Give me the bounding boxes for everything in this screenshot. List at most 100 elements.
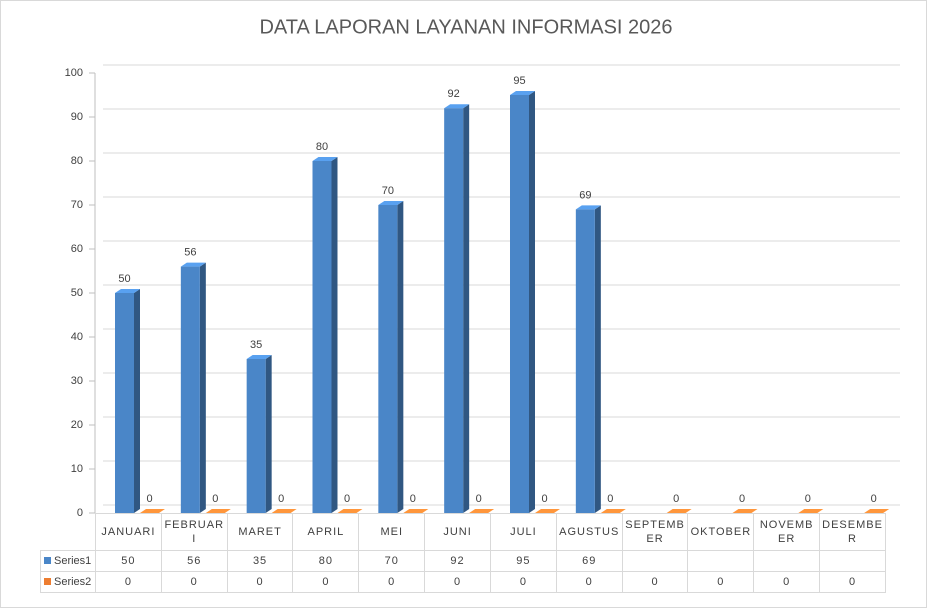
table-cell: 0 (687, 571, 755, 593)
table-cell (753, 550, 821, 572)
x-tick-label: JUNI (424, 513, 491, 551)
y-tick-label: 80 (71, 155, 83, 167)
bar-side (463, 104, 470, 513)
data-label: 0 (278, 493, 284, 505)
chart-title: DATA LAPORAN LAYANAN INFORMASI 2026 (259, 16, 672, 38)
data-label: 95 (513, 75, 525, 87)
data-label: 0 (541, 493, 547, 505)
legend-label: Series1 (54, 555, 92, 567)
table-cell: 0 (489, 571, 557, 593)
y-tick-label: 60 (71, 243, 83, 255)
bar-top (140, 509, 165, 513)
bar-side (397, 201, 404, 513)
table-cell: 0 (424, 571, 491, 593)
bar (312, 161, 332, 513)
table-cell: 0 (753, 571, 821, 593)
table-cell: 0 (621, 571, 689, 593)
data-label: 0 (476, 493, 482, 505)
bar-side (199, 262, 206, 513)
table-row: Series2 0 0 0 0 0 0 0 0 0 0 0 0 (40, 571, 886, 593)
data-label: 92 (448, 88, 460, 100)
bar-side (134, 289, 140, 513)
x-tick-label: FEBRUARI (160, 513, 228, 551)
bar-top (246, 355, 272, 359)
bar (115, 293, 134, 513)
x-tick-label: APRIL (292, 513, 360, 551)
bar-top (666, 509, 692, 513)
x-tick-label: JULI (489, 513, 557, 551)
bar-side (529, 91, 535, 513)
table-cell: 80 (292, 550, 360, 572)
legend-entry: Series1 (40, 550, 96, 572)
bar-top (337, 509, 363, 513)
bar (246, 359, 266, 513)
bar-top (732, 509, 758, 513)
bar-top (600, 509, 626, 513)
data-label: 0 (410, 493, 416, 505)
bar-top (444, 104, 470, 109)
bar (510, 95, 529, 513)
x-tick-label: JANUARI (95, 513, 162, 551)
y-tick-label: 10 (71, 463, 83, 475)
x-tick-label: MARET (226, 513, 294, 551)
bar-side (265, 355, 272, 513)
y-tick-label: 50 (71, 287, 83, 299)
x-tick-label: DESEMBER (819, 513, 886, 551)
table-cell: 0 (226, 571, 294, 593)
data-label: 0 (607, 493, 613, 505)
table-cell: 0 (160, 571, 228, 593)
x-tick-label: SEPTEMBER (621, 513, 689, 551)
table-cell: 0 (555, 571, 623, 593)
bar-top (864, 509, 890, 513)
data-table: JANUARI FEBRUARI MARET APRIL MEI JUNI JULI AGUS… (40, 513, 886, 593)
table-cell: 0 (292, 571, 360, 593)
bar-top (271, 509, 297, 513)
y-tick-label: 90 (71, 111, 83, 123)
table-cell: 0 (95, 571, 162, 593)
legend-key (44, 557, 51, 564)
y-tick-label: 100 (65, 67, 83, 79)
y-tick-label: 20 (71, 419, 83, 431)
y-tick-label: 40 (71, 331, 83, 343)
table-cell: 35 (226, 550, 294, 572)
table-cell: 69 (555, 550, 623, 572)
bar-top (469, 509, 495, 513)
bar-side (331, 157, 338, 513)
x-tick-label: NOVEMBER (753, 513, 821, 551)
table-cell: 0 (358, 571, 426, 593)
bar-top (180, 262, 206, 267)
data-label: 56 (184, 247, 196, 259)
data-label: 0 (146, 493, 152, 505)
y-tick-label: 70 (71, 199, 83, 211)
bar-top (510, 91, 535, 95)
table-corner (41, 514, 96, 551)
bar-top (312, 157, 338, 161)
legend-label: Series2 (54, 576, 92, 588)
table-cell: 95 (489, 550, 557, 572)
bar (180, 266, 200, 513)
data-label: 69 (579, 189, 591, 201)
table-cell: 56 (160, 550, 228, 572)
data-label: 0 (739, 493, 745, 505)
table-cell: 70 (358, 550, 426, 572)
bar-side (594, 205, 601, 513)
data-label: 0 (673, 493, 679, 505)
bar-top (535, 509, 560, 513)
x-tick-label: AGUSTUS (555, 513, 623, 551)
x-tick-label: OKTOBER (687, 513, 755, 551)
data-label: 0 (212, 493, 218, 505)
legend-key (44, 578, 51, 585)
data-label: 50 (118, 273, 130, 285)
bar-top (115, 289, 140, 293)
table-header-row: JANUARI FEBRUARI MARET APRIL MEI JUNI JULI AGUS… (41, 513, 886, 551)
y-tick-label: 0 (77, 507, 83, 519)
data-label: 0 (805, 493, 811, 505)
bar-top (403, 509, 429, 513)
bar-top (378, 201, 404, 205)
y-tick-label: 30 (71, 375, 83, 387)
table-cell (819, 550, 886, 572)
legend-entry: Series2 (40, 571, 96, 593)
bar-top (575, 205, 601, 210)
